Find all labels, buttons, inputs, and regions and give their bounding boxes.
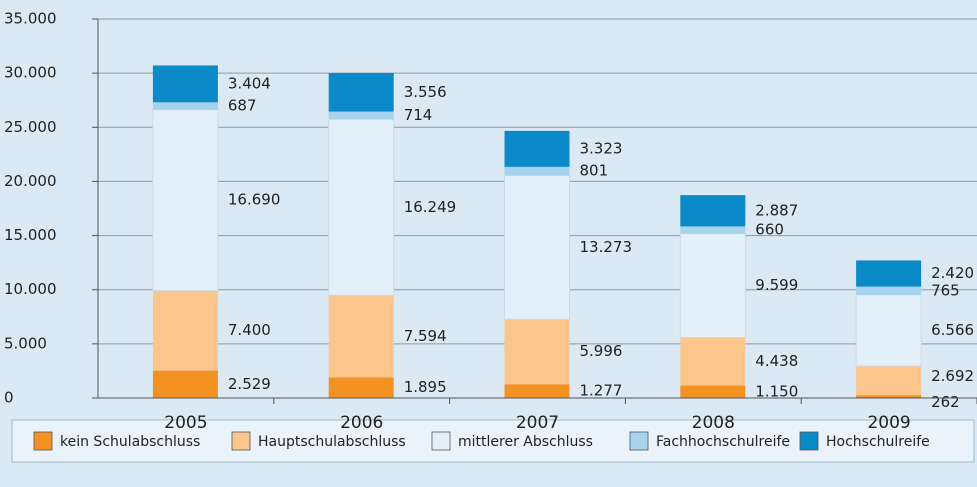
bar-segment [328, 118, 395, 296]
y-tick-label: 30.000 [4, 64, 57, 82]
y-tick-label: 10.000 [4, 280, 57, 298]
value-label: 5.996 [580, 342, 623, 360]
value-label: 765 [931, 281, 960, 299]
value-label: 3.556 [404, 83, 447, 101]
y-tick-label: 20.000 [4, 172, 57, 190]
legend-label: Hauptschulabschluss [258, 434, 406, 450]
y-tick-label: 25.000 [4, 118, 57, 136]
bar-segment [855, 294, 922, 367]
value-label: 13.273 [580, 238, 633, 256]
bar-segment [152, 290, 218, 371]
bar-segment [680, 385, 746, 398]
bar-segment [328, 377, 394, 398]
legend-label: Hochschulreife [826, 434, 930, 450]
value-label: 2.420 [931, 264, 974, 282]
bar-segment [152, 370, 218, 398]
legend-swatch [231, 431, 251, 451]
x-tick-label: 2008 [692, 413, 735, 433]
bar-segment [328, 111, 394, 120]
y-tick-label: 35.000 [4, 10, 57, 28]
bar-segment [679, 233, 746, 338]
bar-segment [856, 286, 922, 295]
x-tick-label: 2007 [516, 413, 559, 433]
bar-segment [152, 102, 218, 110]
value-label: 1.277 [580, 382, 623, 400]
value-label: 16.690 [228, 191, 281, 209]
bar-segment [680, 195, 746, 227]
bar-segment [328, 73, 394, 112]
x-tick-label: 2005 [164, 413, 207, 433]
value-label: 262 [931, 393, 960, 411]
legend-label: Fachhochschulreife [656, 434, 790, 450]
value-label: 687 [228, 97, 257, 115]
value-label: 1.150 [755, 382, 798, 400]
bar-segment [504, 130, 570, 167]
value-label: 3.404 [228, 74, 271, 92]
bar-segment [680, 226, 746, 234]
bar-segment [856, 395, 922, 398]
legend-swatch [629, 431, 649, 451]
bar-segment [680, 337, 746, 386]
value-label: 2.529 [228, 375, 271, 393]
y-tick-label: 15.000 [4, 226, 57, 244]
bar-segment [504, 175, 570, 320]
y-tick-label: 0 [4, 389, 14, 407]
legend-swatch [799, 431, 819, 451]
legend-label: mittlerer Abschluss [458, 434, 593, 450]
value-label: 7.400 [228, 321, 271, 339]
bar-segment [856, 366, 922, 396]
value-label: 2.887 [755, 201, 798, 219]
x-tick-label: 2006 [340, 413, 383, 433]
bar-segment [856, 260, 922, 287]
legend-swatch [431, 431, 451, 451]
value-label: 801 [580, 162, 609, 180]
bar-segment [504, 384, 570, 398]
value-label: 7.594 [404, 327, 447, 345]
legend-swatch [33, 431, 53, 451]
x-tick-label: 2009 [867, 413, 910, 433]
bar-segment [504, 319, 570, 385]
value-label: 1.895 [404, 378, 447, 396]
value-label: 16.249 [404, 198, 457, 216]
bar-segment [152, 65, 218, 103]
bar-segment [152, 109, 219, 291]
value-label: 4.438 [755, 352, 798, 370]
value-label: 2.692 [931, 367, 974, 385]
value-label: 9.599 [755, 276, 798, 294]
bar-segment [504, 166, 570, 176]
value-label: 6.566 [931, 321, 974, 339]
legend-label: kein Schulabschluss [60, 434, 200, 450]
value-label: 660 [755, 220, 784, 238]
value-label: 3.323 [580, 139, 623, 157]
y-tick-label: 5.000 [4, 334, 47, 352]
value-label: 714 [404, 106, 433, 124]
bar-segment [328, 295, 394, 378]
